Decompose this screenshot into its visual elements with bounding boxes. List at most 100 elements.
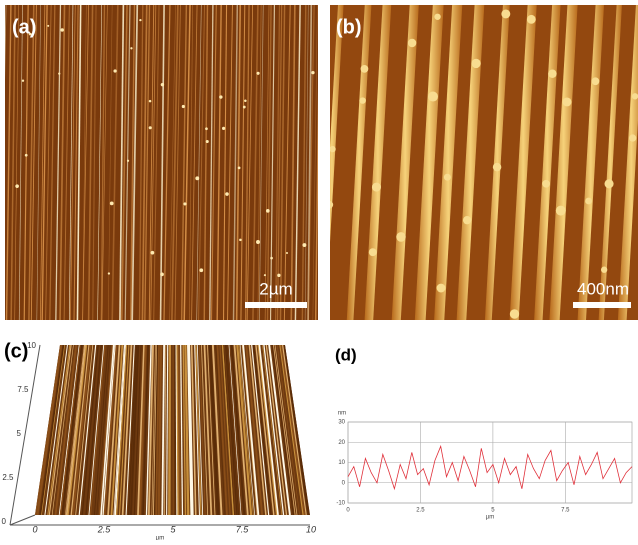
y-tick-label: 10 bbox=[338, 460, 345, 466]
axis-unit: µm bbox=[156, 536, 164, 540]
scale-bar-label: 2µm bbox=[259, 279, 292, 298]
particle bbox=[257, 72, 260, 75]
particle bbox=[361, 65, 369, 73]
profile-line bbox=[348, 446, 632, 489]
axis bbox=[10, 345, 40, 525]
panel-label: (c) bbox=[4, 340, 28, 362]
particle bbox=[47, 25, 49, 27]
particle bbox=[151, 251, 155, 255]
particle bbox=[161, 83, 164, 86]
axis bbox=[10, 515, 35, 525]
particle bbox=[369, 248, 377, 256]
particle bbox=[463, 216, 471, 224]
particle bbox=[219, 95, 222, 98]
particle bbox=[396, 232, 406, 242]
panel-label: (a) bbox=[12, 16, 36, 38]
particle bbox=[149, 100, 152, 103]
particle bbox=[408, 39, 416, 47]
particle bbox=[195, 176, 199, 180]
particle bbox=[266, 209, 270, 213]
y-tick-label: 20 bbox=[338, 440, 345, 446]
particle bbox=[604, 179, 613, 188]
particle bbox=[585, 198, 592, 205]
particle bbox=[556, 206, 566, 216]
particle bbox=[286, 252, 288, 254]
particle bbox=[127, 160, 129, 162]
particle bbox=[238, 166, 241, 169]
particle bbox=[302, 243, 306, 247]
particle bbox=[199, 268, 203, 272]
y-tick-label: -10 bbox=[336, 501, 345, 507]
particle bbox=[25, 154, 28, 157]
y-tick-label: 0 bbox=[342, 480, 346, 486]
particle bbox=[632, 93, 638, 99]
particle bbox=[501, 9, 510, 18]
x-tick-label: 5 bbox=[170, 524, 176, 534]
y-tick-label: 2.5 bbox=[2, 473, 14, 482]
particle bbox=[206, 140, 209, 143]
particle bbox=[428, 92, 438, 102]
x-tick-label: 7.5 bbox=[561, 508, 570, 514]
x-tick-label: 0 bbox=[32, 524, 37, 534]
particle bbox=[326, 201, 334, 209]
particle bbox=[277, 274, 280, 277]
x-tick-label: 2.5 bbox=[416, 508, 425, 514]
particle bbox=[563, 97, 572, 106]
particle bbox=[510, 309, 519, 318]
particle bbox=[182, 105, 185, 108]
x-tick-label: 7.5 bbox=[236, 524, 250, 534]
scale-bar bbox=[245, 302, 307, 308]
particle bbox=[15, 184, 19, 188]
particle bbox=[311, 71, 314, 74]
y-tick-label: 30 bbox=[338, 420, 345, 426]
particle bbox=[542, 180, 550, 188]
particle bbox=[22, 80, 24, 82]
scale-bar-label: 400nm bbox=[577, 279, 629, 298]
particle bbox=[244, 99, 247, 102]
particle bbox=[160, 273, 164, 277]
particle bbox=[149, 126, 152, 129]
particle bbox=[270, 257, 273, 260]
stripe bbox=[175, 340, 176, 515]
particle bbox=[629, 134, 636, 141]
particle bbox=[239, 239, 241, 241]
particle bbox=[493, 163, 501, 171]
particle bbox=[222, 127, 225, 130]
particle bbox=[113, 69, 116, 72]
particle bbox=[471, 59, 480, 68]
particle bbox=[58, 73, 60, 75]
panel-label: (b) bbox=[336, 16, 362, 38]
y-tick-label: 10 bbox=[27, 341, 36, 350]
x-tick-label: 10 bbox=[306, 524, 316, 534]
particle bbox=[264, 274, 266, 276]
y-tick-label: 5 bbox=[17, 429, 22, 438]
particle bbox=[60, 28, 63, 31]
particle bbox=[359, 97, 365, 103]
x-tick-label: 5 bbox=[491, 508, 495, 514]
particle bbox=[444, 174, 451, 181]
particle bbox=[592, 77, 600, 85]
particle bbox=[548, 70, 557, 79]
particle bbox=[225, 192, 229, 196]
particle bbox=[110, 201, 114, 205]
particle bbox=[243, 106, 246, 109]
particle bbox=[437, 284, 446, 293]
x-axis-label: µm bbox=[486, 515, 494, 521]
x-tick-label: 0 bbox=[346, 508, 350, 514]
particle bbox=[527, 15, 536, 24]
particle bbox=[183, 202, 186, 205]
y-tick-label: 0 bbox=[2, 517, 7, 526]
particle bbox=[108, 272, 110, 274]
particle bbox=[372, 183, 381, 192]
y-axis-label: nm bbox=[338, 411, 346, 417]
panel-label: (d) bbox=[335, 345, 357, 364]
x-tick-label: 2.5 bbox=[97, 524, 112, 534]
particle bbox=[329, 146, 335, 152]
stripe bbox=[178, 340, 179, 515]
scale-bar bbox=[573, 302, 631, 308]
particle bbox=[139, 19, 141, 21]
particle bbox=[601, 267, 607, 273]
y-tick-label: 7.5 bbox=[17, 385, 29, 394]
particle bbox=[256, 240, 260, 244]
